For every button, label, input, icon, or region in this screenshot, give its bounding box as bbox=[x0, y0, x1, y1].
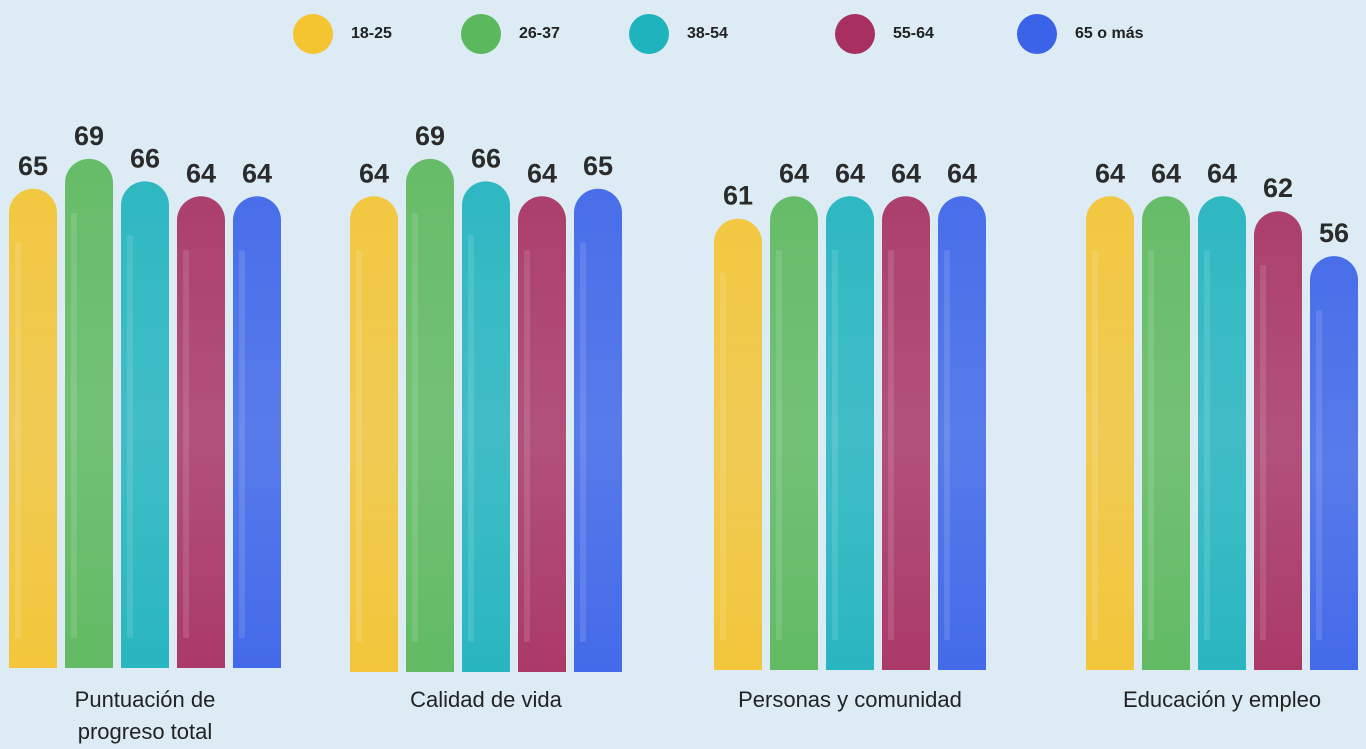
bar bbox=[1254, 211, 1302, 670]
legend-label: 55-64 bbox=[893, 25, 934, 42]
data-label: 64 bbox=[835, 158, 865, 188]
bar-highlight bbox=[239, 250, 245, 638]
legend-item: 65 o más bbox=[1017, 12, 1143, 56]
data-label: 64 bbox=[1095, 158, 1125, 188]
bar-highlight bbox=[412, 212, 418, 642]
bar bbox=[1086, 196, 1134, 670]
legend-label: 18-25 bbox=[351, 25, 392, 42]
legend-swatch bbox=[629, 14, 669, 54]
data-label: 64 bbox=[527, 158, 557, 188]
bar-highlight bbox=[1148, 250, 1154, 640]
bar-highlight bbox=[468, 235, 474, 642]
data-label: 64 bbox=[186, 158, 216, 188]
bar bbox=[770, 196, 818, 670]
category-label: Calidad de vida bbox=[410, 687, 562, 712]
legend-item: 55-64 bbox=[835, 12, 934, 56]
bar bbox=[406, 158, 454, 672]
bar bbox=[826, 196, 874, 670]
data-label: 69 bbox=[415, 121, 445, 151]
bar-highlight bbox=[832, 250, 838, 640]
bar bbox=[1198, 196, 1246, 670]
data-label: 62 bbox=[1263, 173, 1293, 203]
bar-highlight bbox=[71, 212, 77, 638]
bar-highlight bbox=[944, 250, 950, 640]
data-label: 64 bbox=[1151, 158, 1181, 188]
legend-label: 38-54 bbox=[687, 25, 728, 42]
legend: 18-25 26-37 38-54 55-64 65 o más bbox=[0, 12, 1366, 56]
category-label: Personas y comunidad bbox=[738, 687, 962, 712]
bar-highlight bbox=[524, 250, 530, 642]
bar-highlight bbox=[15, 242, 21, 639]
bar-highlight bbox=[776, 250, 782, 640]
bar-highlight bbox=[720, 272, 726, 640]
legend-item: 26-37 bbox=[461, 12, 560, 56]
bar-highlight bbox=[1260, 265, 1266, 640]
data-label: 64 bbox=[947, 158, 977, 188]
bar-highlight bbox=[1204, 250, 1210, 640]
bar bbox=[121, 181, 169, 668]
category-label: progreso total bbox=[78, 719, 213, 744]
bar bbox=[1142, 196, 1190, 670]
legend-item: 38-54 bbox=[629, 12, 728, 56]
bar bbox=[233, 196, 281, 668]
data-label: 66 bbox=[130, 143, 160, 173]
category-label: Puntuación de bbox=[75, 687, 216, 712]
data-label: 64 bbox=[242, 158, 272, 188]
bar-highlight bbox=[888, 250, 894, 640]
data-label: 61 bbox=[723, 181, 753, 211]
data-label: 64 bbox=[359, 158, 389, 188]
bar bbox=[882, 196, 930, 670]
bar bbox=[462, 181, 510, 672]
bar bbox=[574, 188, 622, 673]
legend-label: 65 o más bbox=[1075, 25, 1144, 42]
data-label: 64 bbox=[779, 158, 809, 188]
data-label: 69 bbox=[74, 121, 104, 151]
data-label: 66 bbox=[471, 143, 501, 173]
data-label: 64 bbox=[891, 158, 921, 188]
data-label: 64 bbox=[1207, 158, 1237, 188]
bar-highlight bbox=[580, 242, 586, 643]
bar bbox=[938, 196, 986, 670]
bar bbox=[350, 196, 398, 672]
bar-highlight bbox=[1092, 250, 1098, 640]
legend-swatch bbox=[461, 14, 501, 54]
legend-swatch bbox=[835, 14, 875, 54]
bar-highlight bbox=[356, 250, 362, 642]
bar-highlight bbox=[183, 250, 189, 638]
category-label: Educación y empleo bbox=[1123, 687, 1321, 712]
bar bbox=[65, 158, 113, 668]
bar bbox=[9, 188, 57, 669]
bar-highlight bbox=[1316, 310, 1322, 640]
bar-highlight bbox=[127, 235, 133, 638]
legend-swatch bbox=[1017, 14, 1057, 54]
bar bbox=[177, 196, 225, 668]
data-label: 56 bbox=[1319, 218, 1349, 248]
data-label: 65 bbox=[583, 151, 613, 181]
legend-label: 26-37 bbox=[519, 25, 560, 42]
legend-swatch bbox=[293, 14, 333, 54]
bar bbox=[1310, 256, 1358, 670]
legend-item: 18-25 bbox=[293, 12, 392, 56]
bar bbox=[518, 196, 566, 672]
bar bbox=[714, 218, 762, 670]
data-label: 65 bbox=[18, 151, 48, 181]
